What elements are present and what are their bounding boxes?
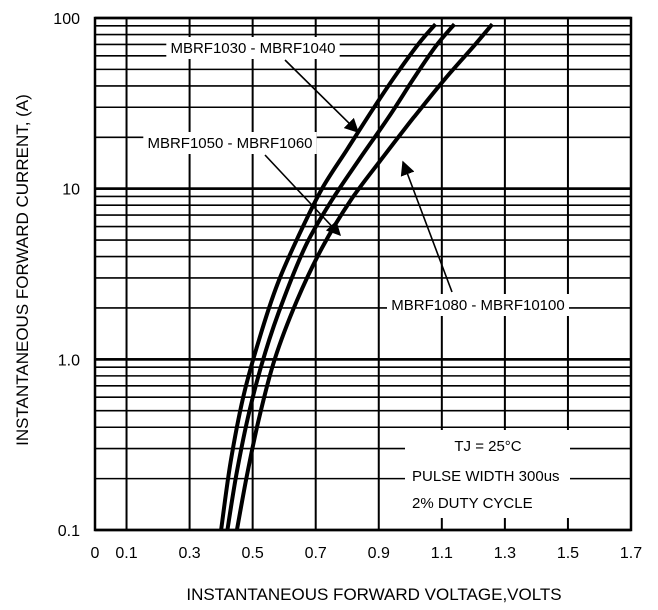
series-label-2: MBRF1050 - MBRF1060: [147, 135, 312, 152]
x-tick-label: 1.5: [557, 545, 579, 562]
tick-labels: 0 0.1 0.3 0.5 0.7 0.9 1.1 1.3 1.5 1.7 0.1 1.0 10 100: [53, 11, 642, 562]
x-tick-label: 0.3: [178, 545, 200, 562]
x-axis-label: INSTANTANEOUS FORWARD VOLTAGE,VOLTS: [186, 585, 561, 604]
series-label-1-bg: [166, 37, 340, 59]
series-arrow-3: [400, 160, 453, 293]
y-tick-label: 0.1: [58, 523, 80, 540]
x-tick-label: 1.7: [620, 545, 642, 562]
series-arrow-1: [284, 59, 360, 134]
pulse-width-note: PULSE WIDTH 300us: [412, 468, 560, 485]
conditions-box-bg: [405, 430, 570, 518]
y-axis-label: INSTANTANEOUS FORWARD CURRENT, (A): [13, 94, 32, 446]
duty-cycle-note: 2% DUTY CYCLE: [412, 495, 533, 512]
x-tick-label: 0.1: [115, 545, 137, 562]
x-tick-label: 1.3: [494, 545, 516, 562]
series-arrow-2: [264, 154, 341, 237]
series-line-1: [219, 22, 438, 531]
y-tick-label: 10: [62, 182, 80, 199]
x-tick-label: 0.7: [305, 545, 327, 562]
series-label-2-bg: [143, 132, 317, 154]
series-line-2: [225, 22, 456, 531]
series-label-1: MBRF1030 - MBRF1040: [170, 40, 335, 57]
x-tick-label: 0.5: [242, 545, 264, 562]
x-tick-label: 1.1: [431, 545, 453, 562]
annotation-group: MBRF1030 - MBRF1040 MBRF1050 - MBRF1060 MB…: [143, 37, 570, 518]
temperature-note: TJ = 25°C: [454, 438, 521, 455]
x-tick-label: 0: [91, 545, 100, 562]
y-tick-label: 1.0: [58, 352, 80, 369]
y-tick-label: 100: [53, 11, 80, 28]
series-label-3: MBRF1080 - MBRF10100: [391, 297, 564, 314]
series-label-3-bg: [387, 294, 569, 316]
x-tick-label: 0.9: [368, 545, 390, 562]
